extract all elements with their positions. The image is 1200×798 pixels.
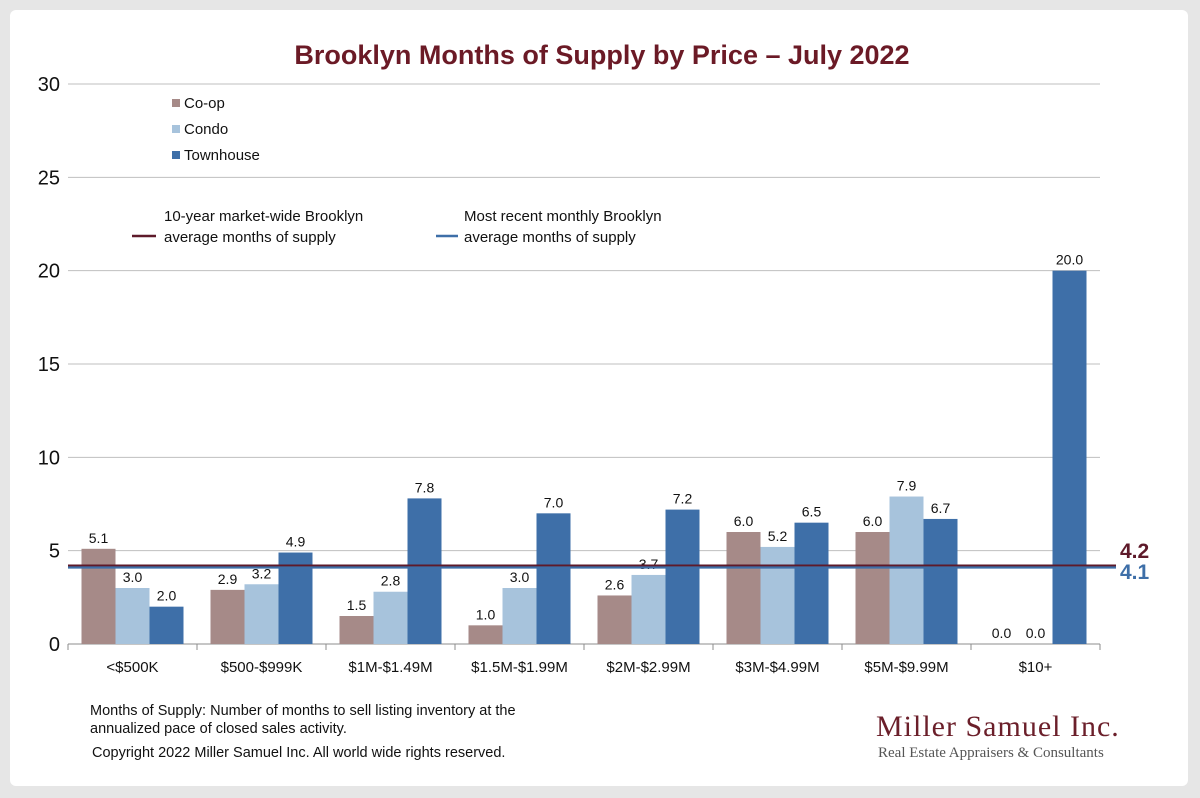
- legend-10-year-average-line2: average months of supply: [164, 229, 336, 246]
- bar-townhouse: [149, 606, 184, 644]
- legend-swatch-condo: [172, 125, 180, 133]
- chart: Brooklyn Months of Supply by Price – Jul…: [38, 40, 1150, 676]
- reference-value-recent-average: 4.1: [1120, 561, 1150, 584]
- legend-label-condo: Condo: [184, 121, 228, 138]
- x-tick-label: $3M-$4.99M: [735, 659, 819, 676]
- bar-condo: [631, 574, 666, 644]
- bar-condo: [502, 588, 537, 644]
- company-logo-tagline: Real Estate Appraisers & Consultants: [878, 745, 1104, 761]
- bar-townhouse: [1052, 270, 1087, 644]
- data-label-co-op: 1.5: [347, 597, 367, 613]
- bar-condo: [244, 584, 279, 644]
- y-tick-label: 15: [38, 354, 60, 376]
- bar-condo: [760, 546, 795, 644]
- bar-townhouse: [407, 498, 442, 644]
- x-tick-label: <$500K: [106, 659, 158, 676]
- legend-recent-average-line2: average months of supply: [464, 229, 636, 246]
- x-tick-label: $5M-$9.99M: [864, 659, 948, 676]
- legend-label-coop: Co-op: [184, 95, 225, 112]
- reference-value-10-year-average: 4.2: [1120, 540, 1149, 563]
- legend-label-townhouse: Townhouse: [184, 147, 260, 164]
- legend-10-year-average-line1: 10-year market-wide Brooklyn: [164, 208, 363, 225]
- footnote-definition: Months of Supply: Number of months to se…: [90, 703, 516, 737]
- legend-recent-average-line1: Most recent monthly Brooklyn: [464, 208, 662, 225]
- data-label-townhouse: 4.9: [286, 534, 306, 550]
- legend-swatch-townhouse: [172, 151, 180, 159]
- data-label-condo: 3.0: [123, 569, 143, 585]
- y-tick-label: 0: [49, 634, 60, 656]
- data-label-co-op: 2.9: [218, 571, 238, 587]
- data-label-co-op: 6.0: [863, 513, 883, 529]
- data-label-condo: 5.2: [768, 528, 788, 544]
- bar-condo: [115, 588, 150, 644]
- data-label-co-op: 2.6: [605, 576, 625, 592]
- x-tick-label: $1.5M-$1.99M: [471, 659, 568, 676]
- chart-title: Brooklyn Months of Supply by Price – Jul…: [294, 40, 909, 70]
- legend: Co-op Condo Townhouse: [172, 95, 260, 164]
- y-tick-label: 5: [49, 541, 60, 563]
- data-label-condo: 3.7: [639, 556, 659, 572]
- bar-co-op: [726, 532, 761, 644]
- data-label-condo: 7.9: [897, 478, 917, 494]
- x-tick-label: $2M-$2.99M: [606, 659, 690, 676]
- bar-townhouse: [794, 522, 829, 644]
- bar-co-op: [210, 589, 245, 644]
- bar-condo: [373, 591, 408, 644]
- chart-card: Brooklyn Months of Supply by Price – Jul…: [10, 10, 1188, 786]
- data-label-townhouse: 6.5: [802, 504, 822, 520]
- bar-co-op: [597, 595, 632, 644]
- footnote-copyright: Copyright 2022 Miller Samuel Inc. All wo…: [92, 745, 506, 761]
- data-label-condo: 3.0: [510, 569, 530, 585]
- y-tick-label: 10: [38, 447, 60, 469]
- legend-swatch-coop: [172, 99, 180, 107]
- x-axis-ticks: <$500K $500-$999K $1M-$1.49M $1.5M-$1.99M $2…: [67, 644, 1101, 676]
- y-tick-label: 25: [38, 167, 60, 189]
- x-tick-label: $500-$999K: [221, 659, 303, 676]
- company-logo-name: Miller Samuel Inc.: [876, 710, 1120, 743]
- bar-co-op: [855, 532, 890, 644]
- data-label-co-op: 5.1: [89, 530, 109, 546]
- gridlines: [68, 83, 1100, 645]
- reference-legend: 10-year market-wide Brooklyn average mon…: [132, 208, 662, 246]
- y-tick-label: 30: [38, 74, 60, 96]
- x-tick-label: $10+: [1019, 659, 1053, 676]
- data-label-co-op: 0.0: [992, 625, 1012, 641]
- data-label-co-op: 1.0: [476, 606, 496, 622]
- reference-lines: 4.24.1: [68, 540, 1150, 584]
- bar-co-op: [339, 616, 374, 644]
- data-label-condo: 3.2: [252, 565, 272, 581]
- bar-townhouse: [923, 518, 958, 644]
- data-label-townhouse: 7.8: [415, 479, 435, 495]
- x-tick-label: $1M-$1.49M: [348, 659, 432, 676]
- data-label-townhouse: 7.2: [673, 491, 693, 507]
- data-label-townhouse: 20.0: [1056, 252, 1083, 268]
- y-axis-ticks: 0 5 10 15 20 25 30: [38, 74, 60, 656]
- data-label-townhouse: 7.0: [544, 494, 564, 510]
- bar-co-op: [468, 625, 503, 644]
- data-label-townhouse: 2.0: [157, 588, 177, 604]
- data-label-condo: 2.8: [381, 573, 401, 589]
- y-tick-label: 20: [38, 261, 60, 283]
- bar-townhouse: [536, 513, 571, 644]
- bar-townhouse: [665, 509, 700, 644]
- bars: [81, 270, 1087, 644]
- bar-co-op: [81, 548, 116, 644]
- data-label-townhouse: 6.7: [931, 500, 951, 516]
- bar-condo: [889, 496, 924, 644]
- data-label-co-op: 6.0: [734, 513, 754, 529]
- data-label-condo: 0.0: [1026, 625, 1046, 641]
